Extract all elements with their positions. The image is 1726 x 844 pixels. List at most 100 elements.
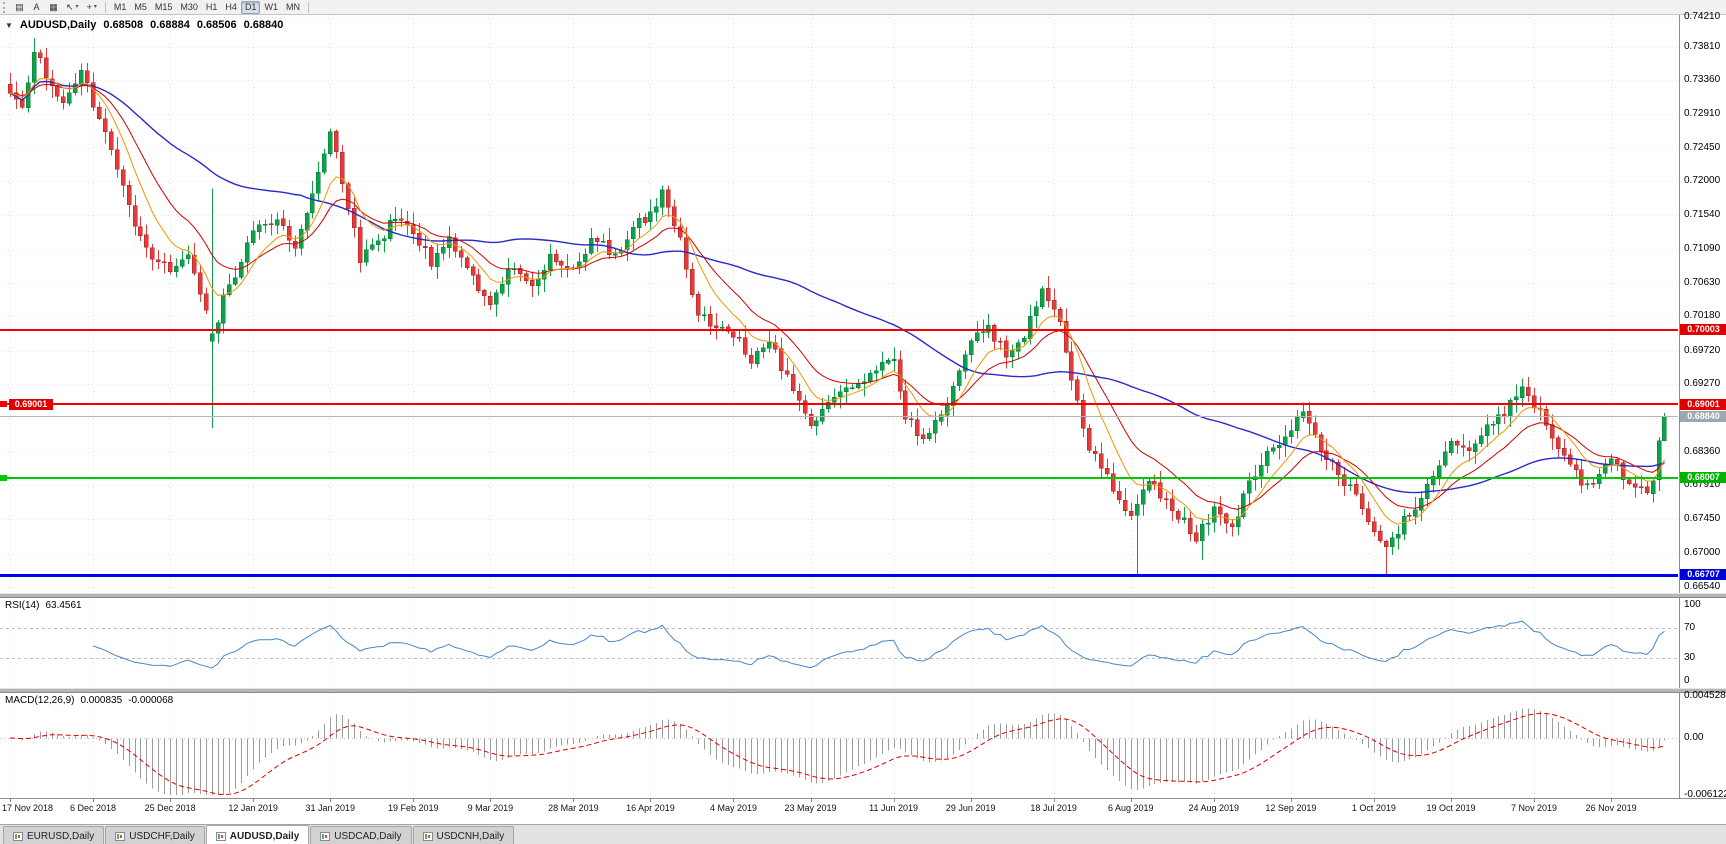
macd-canvas[interactable]	[0, 693, 1678, 798]
line-handle[interactable]	[0, 474, 7, 481]
time-axis-tick	[894, 799, 895, 802]
macd-signal-line	[9, 712, 1665, 796]
chart-tab-label: USDCHF,Daily	[129, 831, 195, 842]
price-axis-label: 0.69270	[1684, 378, 1721, 390]
timeframe-D1-button[interactable]: D1	[240, 0, 261, 14]
time-axis-tick	[971, 799, 972, 802]
price-axis-label: 0.66540	[1684, 581, 1721, 592]
time-axis-label: 18 Jul 2019	[1030, 803, 1077, 813]
macd-name: MACD(12,26,9)	[5, 695, 75, 706]
time-axis-tick	[253, 799, 254, 802]
chevron-down-icon: ▾	[93, 3, 97, 10]
timeframe-W1-button[interactable]: W1	[264, 1, 278, 12]
price-axis-label: 0.73360	[1684, 74, 1721, 86]
time-axis-tick	[650, 799, 651, 802]
time-axis-tick	[1611, 799, 1612, 802]
time-axis-label: 25 Dec 2018	[144, 803, 196, 813]
macd-axis-label: -0.006122	[1684, 789, 1726, 800]
horizontal-level-lines	[0, 329, 1678, 577]
time-axis-label: 1 Oct 2019	[1351, 803, 1396, 813]
time-axis-tick	[93, 799, 94, 802]
chart-tab-usdcad[interactable]: USDCAD,Daily	[310, 826, 412, 844]
text-annotation-button-glyph: A	[33, 1, 40, 12]
macd-pane[interactable]: 0.004528 0.00 -0.006122 MACD(12,26,9) 0.00…	[0, 690, 1726, 800]
chevron-down-icon: ▾	[75, 3, 79, 10]
text-annotation-button[interactable]: A	[28, 1, 45, 14]
cursor-tool-icon[interactable]: ↖ ▾	[62, 1, 83, 14]
time-axis-label: 12 Jan 2019	[228, 803, 278, 813]
macd-axis[interactable]: 0.004528 0.00 -0.006122	[1679, 690, 1726, 800]
timeframe-MN-button[interactable]: MN	[285, 1, 300, 12]
pane-splitter[interactable]	[0, 593, 1726, 598]
price-axis-label: 0.67000	[1684, 546, 1721, 558]
rsi-pane[interactable]: 100 70 30 0 RSI(14) 63.4561	[0, 598, 1726, 688]
timeframe-H1-button[interactable]: H1	[205, 1, 218, 12]
chart-tab-audusd[interactable]: AUDUSD,Daily	[205, 825, 310, 844]
rsi-name: RSI(14)	[5, 600, 40, 611]
timeframe-M30-button[interactable]: M30	[180, 1, 198, 12]
time-axis-label: 4 May 2019	[709, 803, 757, 813]
toolbar-separator	[307, 1, 309, 13]
main-chart-canvas[interactable]	[0, 15, 1678, 593]
chart-tab-label: AUDUSD,Daily	[229, 830, 300, 842]
time-axis-tick	[1534, 799, 1535, 802]
timeframe-M1-button[interactable]: M1	[113, 1, 127, 12]
time-axis[interactable]: 17 Nov 2018 6 Dec 2018 25 Dec 2018 12 Jan 2…	[0, 798, 1726, 824]
time-axis-label: 29 Jun 2019	[945, 803, 996, 813]
chart-tab-label: EURUSD,Daily	[27, 831, 95, 842]
ohlc-low: 0.68506	[196, 19, 237, 31]
rsi-canvas[interactable]	[0, 598, 1678, 688]
main-chart-pane[interactable]: 0.74210 0.73810 0.73360 0.72910 0.72450 0.720…	[0, 12, 1726, 593]
hline-price-tag: 0.70003	[1680, 324, 1726, 336]
chart-tab-icon	[215, 831, 226, 841]
chart-window-icon-glyph: ▤	[15, 1, 24, 12]
time-axis-label: 6 Dec 2018	[69, 803, 117, 813]
timeframe-M15-button[interactable]: M15	[154, 1, 173, 12]
price-axis[interactable]: 0.74210 0.73810 0.73360 0.72910 0.72450 0.720…	[1679, 12, 1726, 593]
price-axis-label: 0.68360	[1684, 445, 1721, 457]
template-icon-glyph: ▦	[49, 1, 58, 12]
toolbar-handle[interactable]	[3, 1, 8, 13]
time-axis-tick	[733, 799, 734, 802]
chart-tab-icon	[320, 832, 331, 841]
chart-title: ▼ AUDUSD,Daily 0.68508 0.68884 0.68506 0…	[5, 19, 283, 31]
price-axis-label: 0.70630	[1684, 277, 1721, 289]
macd-axis-label: 0.004528	[1684, 690, 1726, 701]
timeframe-H4-button[interactable]: H4	[225, 1, 237, 12]
time-axis-label: 23 May 2019	[784, 803, 837, 813]
chart-tab-eurusd[interactable]: EURUSD,Daily	[3, 826, 105, 844]
line-handle[interactable]	[0, 401, 7, 408]
pane-splitter[interactable]	[0, 688, 1726, 693]
time-axis-label: 19 Feb 2019	[387, 803, 439, 813]
ohlc-open: 0.68508	[103, 19, 144, 31]
chart-tab-label: USDCAD,Daily	[334, 831, 402, 842]
hline-left-price-tag: 0.69001	[9, 398, 53, 410]
hline-price-tag: 0.68007	[1680, 472, 1726, 484]
price-axis-label: 0.70180	[1684, 310, 1721, 322]
macd-main-value: 0.000835	[80, 695, 123, 706]
rsi-axis-label: 0	[1684, 675, 1690, 686]
toolbar: ▤ A ▦ ↖ ▾ + ▾ M1 M5 M15 M30 H1 H4 D1 W1 MN	[0, 0, 1726, 15]
chart-window-icon[interactable]: ▤	[11, 1, 28, 14]
ma-fast-line	[9, 78, 1665, 525]
time-axis-tick	[10, 799, 11, 802]
price-axis-label: 0.71090	[1684, 242, 1721, 254]
time-axis-label: 17 Nov 2018	[2, 803, 54, 813]
time-axis-tick	[1374, 799, 1375, 802]
template-icon[interactable]: ▦	[45, 1, 62, 14]
chart-tabs-bar: EURUSD,Daily USDCHF,Daily AUDUSD,Daily USDC…	[0, 824, 1726, 844]
macd-signal-value: -0.000068	[128, 695, 174, 706]
grid-lines	[10, 598, 1612, 688]
chart-tab-usdcnh[interactable]: USDCNH,Daily	[412, 826, 515, 844]
timeframe-M5-button[interactable]: M5	[134, 1, 147, 12]
price-axis-label: 0.72000	[1684, 175, 1721, 187]
rsi-axis-label: 30	[1684, 652, 1696, 664]
rsi-axis[interactable]: 100 70 30 0	[1679, 598, 1726, 688]
chart-tab-usdchf[interactable]: USDCHF,Daily	[105, 826, 205, 844]
chart-collapse-icon[interactable]: ▼	[5, 20, 13, 30]
current-price-tag: 0.68840	[1680, 410, 1726, 422]
crosshair-tool-icon[interactable]: + ▾	[83, 1, 101, 14]
price-axis-label: 0.72910	[1684, 107, 1721, 119]
time-axis-label: 28 Mar 2019	[548, 803, 599, 813]
